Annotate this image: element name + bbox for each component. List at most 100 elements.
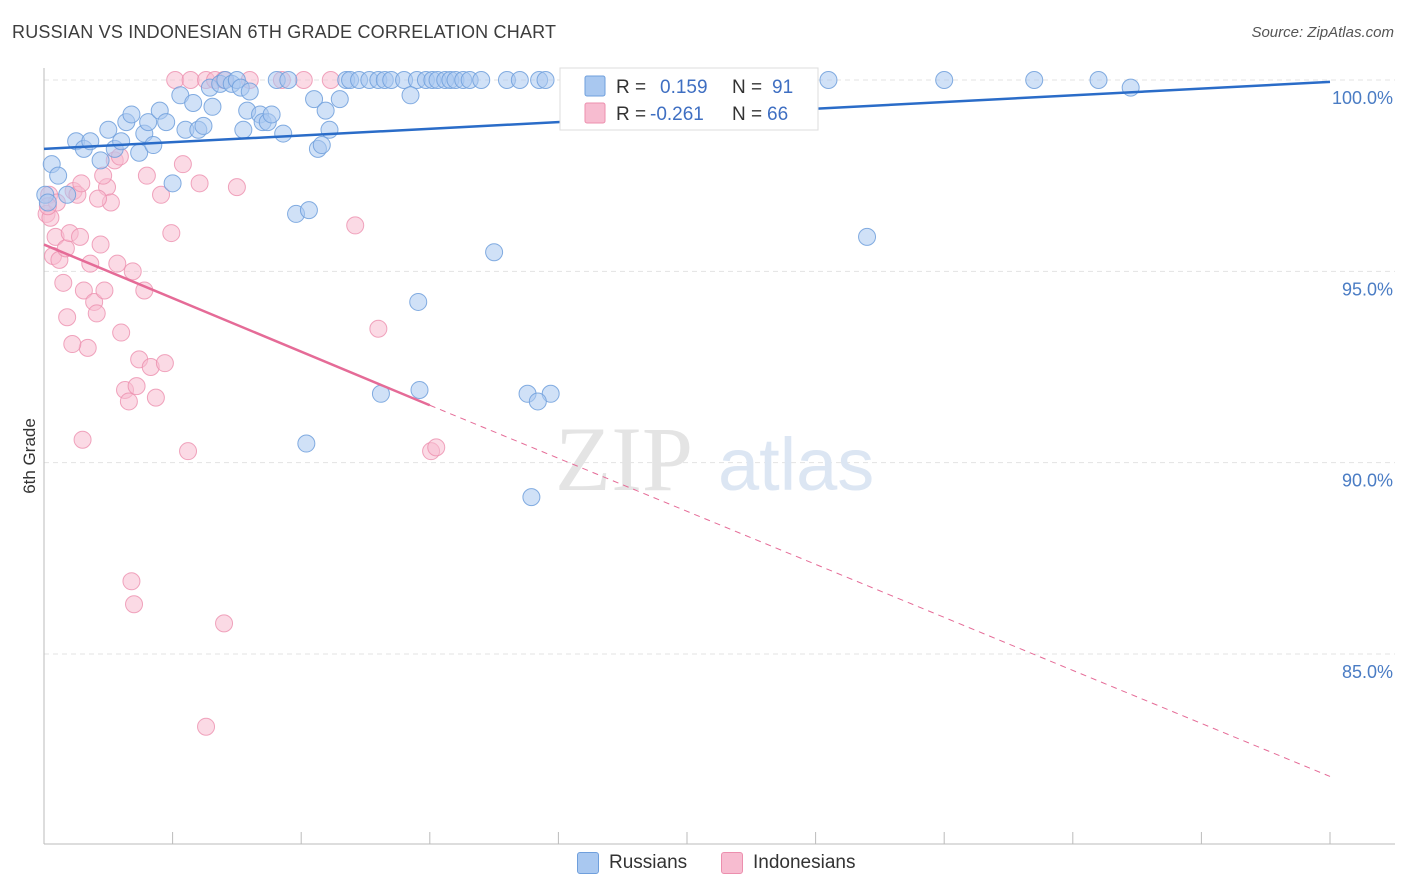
chart-title: RUSSIAN VS INDONESIAN 6TH GRADE CORRELAT…: [12, 22, 557, 42]
indonesians-point-51: [427, 438, 446, 457]
russians-point-94: [528, 392, 547, 411]
russians-point-1: [38, 193, 57, 212]
russians-point-33: [234, 120, 253, 139]
scatter-plot: ZIP atlas 85.0%90.0%95.0%100.0%0.0%100.0…: [20, 67, 1395, 845]
indonesians-point-18: [95, 281, 114, 300]
russians-point-16: [139, 113, 158, 132]
legend-n-label-indonesians: N =: [732, 104, 762, 125]
indonesians-point-43: [227, 178, 246, 197]
russians-point-25: [194, 116, 213, 135]
russians-point-95: [297, 434, 316, 453]
russians-point-39: [262, 105, 281, 124]
indonesians-point-6: [54, 273, 73, 292]
russians-point-89: [485, 243, 504, 262]
legend-label-russians: Russians: [609, 852, 688, 873]
indonesians-point-25: [119, 392, 138, 411]
russians-point-83: [935, 71, 954, 89]
indonesians-point-48: [346, 216, 365, 235]
russians-point-68: [472, 71, 491, 89]
indonesians-point-30: [137, 166, 156, 185]
indonesians-point-34: [155, 354, 174, 373]
legend-n-value-indonesians: 66: [767, 104, 788, 125]
russians-point-23: [184, 93, 203, 112]
russians-point-42: [279, 71, 298, 89]
indonesians-point-35: [162, 224, 181, 243]
correlation-legend: R = 0.159 N = 91 R = -0.261 N = 66: [559, 67, 819, 131]
legend-r-value-indonesians: -0.261: [650, 104, 704, 125]
russians-point-50: [330, 90, 349, 109]
russians-point-72: [536, 71, 555, 89]
legend-swatch-russians-bottom: [577, 852, 599, 874]
russians-point-82: [858, 227, 877, 246]
russians-point-96: [522, 488, 541, 507]
indonesians-point-16: [87, 304, 106, 323]
legend-r-label-indonesians: R =: [616, 104, 646, 125]
indonesians-point-52: [58, 308, 77, 327]
indonesians-point-37: [173, 155, 192, 174]
indonesians-point-60: [94, 166, 113, 185]
source-credit: Source: ZipAtlas.com: [1251, 24, 1394, 41]
indonesians-point-65: [89, 189, 108, 208]
russians-point-4: [58, 185, 77, 204]
indonesians-point-54: [73, 430, 92, 449]
indonesians-point-58: [215, 614, 234, 633]
russians-point-85: [1089, 71, 1108, 89]
y-tick-label-90: 90.0%: [1342, 471, 1393, 491]
russians-point-11: [112, 132, 131, 151]
legend-r-value-russians: 0.159: [660, 77, 708, 98]
russians-point-3: [49, 166, 68, 185]
indonesians-point-32: [146, 388, 165, 407]
axes: 85.0%90.0%95.0%100.0%0.0%100.0%: [43, 68, 1395, 845]
indonesians-point-36: [166, 71, 185, 89]
indonesians-point-49: [369, 319, 388, 338]
russians-point-93: [410, 380, 429, 399]
legend-item-russians[interactable]: Russians: [577, 852, 687, 874]
y-tick-label-100: 100.0%: [1332, 88, 1393, 108]
indonesians-point-46: [294, 71, 313, 89]
legend-n-value-russians: 91: [772, 77, 793, 98]
y-tick-label-95: 95.0%: [1342, 279, 1393, 299]
legend-swatch-indonesians-bottom: [721, 852, 743, 874]
indonesians-point-22: [108, 254, 127, 273]
russians-point-48: [316, 101, 335, 120]
russians-point-20: [163, 174, 182, 193]
russians-points: [36, 71, 1140, 507]
russians-point-41: [274, 124, 293, 143]
indonesians-trend-line: [43, 243, 431, 407]
russians-point-44: [299, 201, 318, 220]
legend-item-indonesians[interactable]: Indonesians: [721, 852, 855, 874]
legend-swatch-indonesians: [584, 102, 606, 124]
russians-point-45: [305, 90, 324, 109]
legend-r-label-russians: R =: [616, 77, 646, 98]
indonesians-points: [37, 71, 446, 736]
indonesians-point-27: [127, 377, 146, 396]
indonesians-point-38: [181, 71, 200, 89]
russians-point-8: [91, 151, 110, 170]
indonesians-point-12: [74, 281, 93, 300]
russians-point-81: [819, 71, 838, 89]
russians-point-13: [122, 105, 141, 124]
indonesians-point-59: [197, 717, 216, 736]
indonesians-point-23: [112, 323, 131, 342]
series-legend: Russians Indonesians: [0, 852, 1406, 878]
russians-point-88: [409, 292, 428, 311]
y-axis-title: 6th Grade: [20, 418, 39, 494]
russians-point-84: [1025, 71, 1044, 89]
russians-point-87: [401, 86, 420, 105]
russians-point-19: [157, 113, 176, 132]
legend-n-label-russians: N =: [732, 77, 762, 98]
watermark: ZIP atlas: [555, 408, 874, 510]
indonesians-point-57: [179, 442, 198, 461]
indonesians-point-53: [63, 335, 82, 354]
indonesians-point-64: [72, 174, 91, 193]
watermark-zip: ZIP: [555, 408, 693, 510]
indonesians-point-13: [78, 338, 97, 357]
legend-label-indonesians: Indonesians: [753, 852, 856, 873]
watermark-atlas: atlas: [718, 423, 874, 506]
indonesians-point-39: [190, 174, 209, 193]
indonesians-point-56: [125, 595, 144, 614]
y-tick-label-85: 85.0%: [1342, 662, 1393, 682]
gridlines: [44, 79, 1395, 655]
russians-point-35: [240, 82, 259, 101]
russians-point-17: [144, 136, 163, 155]
